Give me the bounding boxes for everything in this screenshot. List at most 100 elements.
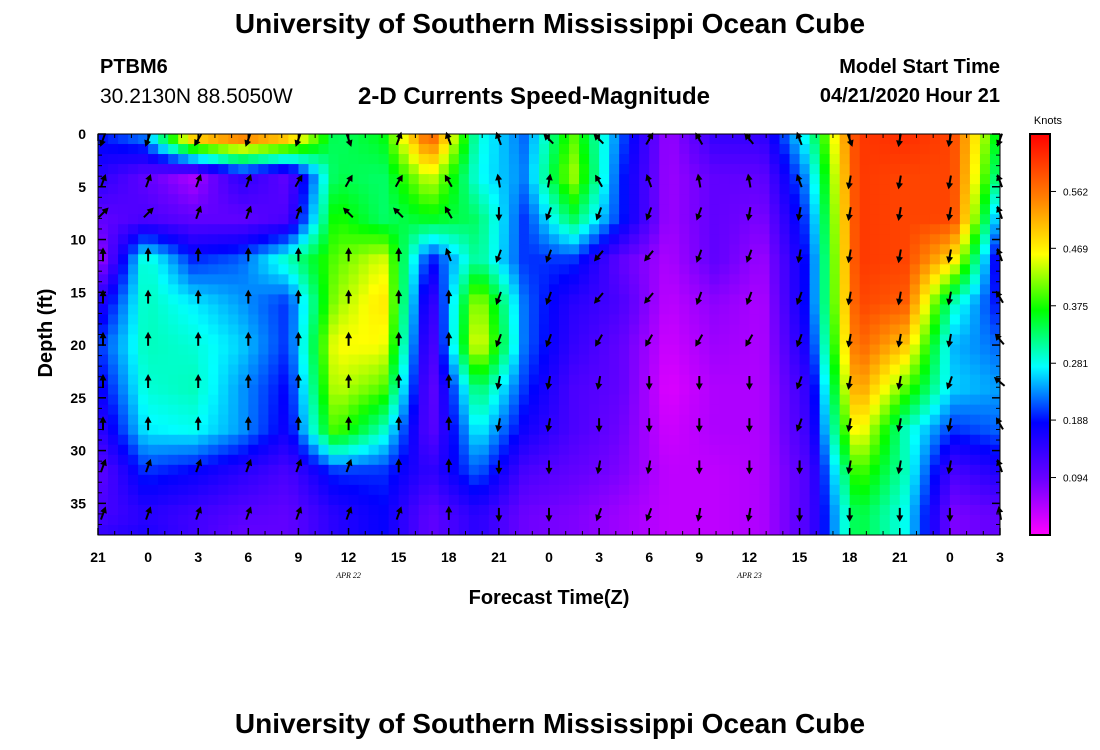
heatmap-cell bbox=[759, 314, 771, 326]
heatmap-cell bbox=[288, 424, 300, 436]
heatmap-cell bbox=[609, 454, 620, 466]
heatmap-cell bbox=[589, 304, 600, 316]
heatmap-cell bbox=[118, 274, 129, 285]
heatmap-cell bbox=[128, 354, 139, 366]
heatmap-cell bbox=[639, 134, 650, 145]
current-arrow bbox=[745, 291, 753, 306]
heatmap-cell bbox=[959, 464, 971, 476]
heatmap-cell bbox=[919, 394, 931, 406]
y-tick-label: 0 bbox=[78, 126, 86, 142]
heatmap-cell bbox=[689, 464, 700, 476]
heatmap-cell bbox=[599, 494, 610, 506]
heatmap-cell bbox=[218, 364, 229, 376]
heatmap-cell bbox=[128, 234, 139, 245]
heatmap-cell bbox=[629, 274, 640, 285]
heatmap-cell bbox=[749, 314, 761, 326]
heatmap-cell bbox=[388, 134, 400, 145]
heatmap-cell bbox=[468, 214, 480, 225]
heatmap-cell bbox=[178, 324, 189, 336]
heatmap-cell bbox=[298, 254, 310, 265]
heatmap-cell bbox=[388, 514, 400, 526]
heatmap-cell bbox=[458, 194, 470, 205]
heatmap-cell bbox=[969, 264, 981, 275]
current-arrow bbox=[695, 507, 703, 522]
heatmap-cell bbox=[899, 474, 911, 486]
heatmap-cell bbox=[148, 354, 159, 366]
heatmap-cell bbox=[338, 184, 350, 195]
heatmap-cell bbox=[538, 484, 550, 496]
heatmap-cell bbox=[108, 354, 119, 366]
heatmap-cell bbox=[699, 284, 710, 296]
current-arrow bbox=[294, 331, 302, 346]
heatmap-cell bbox=[859, 294, 871, 306]
heatmap-cell bbox=[418, 274, 430, 285]
heatmap-cell bbox=[458, 234, 470, 245]
heatmap-cell bbox=[589, 324, 600, 336]
heatmap-cell bbox=[679, 484, 690, 496]
heatmap-cell bbox=[308, 144, 320, 155]
heatmap-cell bbox=[458, 414, 470, 426]
heatmap-cell bbox=[699, 184, 710, 195]
heatmap-cell bbox=[428, 414, 440, 426]
heatmap-cell bbox=[819, 384, 831, 396]
heatmap-cell bbox=[669, 384, 680, 396]
heatmap-cell bbox=[388, 344, 400, 356]
heatmap-cell bbox=[528, 214, 540, 225]
heatmap-cell bbox=[609, 154, 620, 165]
heatmap-cell bbox=[569, 334, 580, 346]
heatmap-cell bbox=[148, 274, 159, 285]
heatmap-cell bbox=[959, 414, 971, 426]
heatmap-cell bbox=[458, 334, 470, 346]
heatmap-cell bbox=[278, 134, 290, 145]
heatmap-cell bbox=[669, 214, 680, 225]
heatmap-cell bbox=[118, 304, 129, 316]
heatmap-cell bbox=[308, 164, 320, 175]
heatmap-cell bbox=[408, 144, 420, 155]
heatmap-cell bbox=[609, 494, 620, 506]
current-arrow bbox=[896, 207, 903, 221]
heatmap-cell bbox=[799, 234, 811, 245]
heatmap-cell bbox=[959, 144, 971, 155]
heatmap-cell bbox=[278, 424, 290, 436]
heatmap-cell bbox=[468, 304, 480, 316]
heatmap-cell bbox=[188, 284, 199, 296]
heatmap-cell bbox=[629, 344, 640, 356]
current-arrow bbox=[946, 249, 954, 264]
heatmap-cell bbox=[939, 484, 951, 496]
heatmap-cell bbox=[669, 514, 680, 526]
heatmap-cell bbox=[749, 214, 761, 225]
heatmap-cell bbox=[869, 344, 881, 356]
heatmap-cell bbox=[789, 454, 801, 466]
main-title: University of Southern Mississippi Ocean… bbox=[234, 8, 866, 39]
heatmap-cell bbox=[749, 264, 761, 275]
heatmap-cell bbox=[168, 184, 179, 195]
heatmap-cell bbox=[629, 174, 640, 185]
heatmap-cell bbox=[789, 504, 801, 516]
heatmap-cell bbox=[889, 394, 901, 406]
heatmap-cell bbox=[278, 474, 290, 486]
current-arrow bbox=[144, 331, 152, 346]
heatmap-cell bbox=[268, 514, 279, 526]
heatmap-cell bbox=[809, 264, 821, 275]
heatmap-cell bbox=[368, 174, 380, 185]
heatmap-cell bbox=[559, 434, 570, 446]
heatmap-cell bbox=[498, 164, 510, 175]
heatmap-cell bbox=[258, 454, 269, 466]
heatmap-cell bbox=[158, 474, 169, 486]
heatmap-cell bbox=[909, 154, 921, 165]
heatmap-cell bbox=[338, 414, 350, 426]
heatmap-cell bbox=[739, 254, 751, 265]
heatmap-cell bbox=[218, 254, 229, 265]
heatmap-cell bbox=[959, 254, 971, 265]
heatmap-cell bbox=[378, 144, 390, 155]
heatmap-cell bbox=[579, 484, 590, 496]
heatmap-cell bbox=[839, 374, 851, 386]
heatmap-cell bbox=[549, 184, 560, 195]
heatmap-cell bbox=[258, 184, 269, 195]
heatmap-cell bbox=[979, 214, 991, 225]
heatmap-cell bbox=[799, 434, 811, 446]
heatmap-cell bbox=[829, 304, 841, 316]
heatmap-cell bbox=[348, 274, 360, 285]
heatmap-cell bbox=[148, 194, 159, 205]
heatmap-cell bbox=[418, 414, 430, 426]
